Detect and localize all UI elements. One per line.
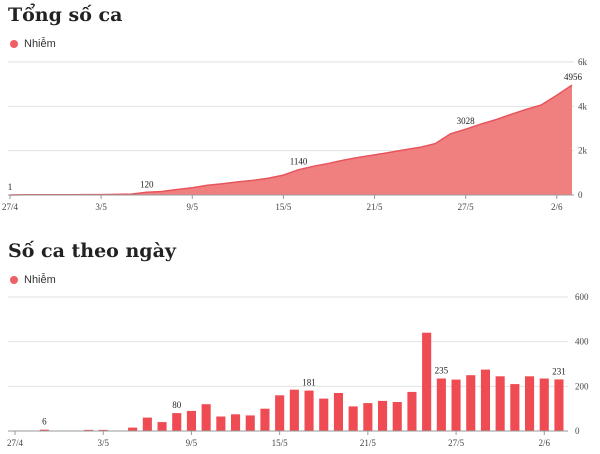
x-tick-label: 27/5 — [448, 438, 465, 448]
bar — [128, 427, 138, 431]
bar — [466, 375, 476, 431]
bar — [84, 429, 94, 431]
y-tick-label: 0 — [578, 190, 583, 200]
x-tick-label: 2/6 — [539, 438, 551, 448]
y-tick-label: 200 — [575, 381, 589, 391]
data-label: 1 — [8, 182, 13, 192]
bar — [157, 422, 167, 431]
data-label: 231 — [552, 366, 566, 376]
data-label: 1140 — [290, 157, 308, 167]
bar — [319, 398, 329, 431]
bar — [436, 378, 446, 431]
x-tick-label: 15/5 — [272, 438, 289, 448]
bar — [363, 403, 373, 431]
bar — [216, 416, 226, 431]
bar — [348, 406, 358, 431]
x-tick-label: 2/6 — [551, 202, 563, 212]
legend-dot — [10, 276, 18, 284]
x-tick-label: 3/5 — [95, 202, 107, 212]
y-tick-label: 400 — [575, 337, 589, 347]
legend-label: Nhiễm — [24, 274, 56, 286]
bar — [539, 378, 549, 431]
bar — [275, 395, 285, 431]
bar — [422, 332, 432, 431]
x-tick-label: 27/5 — [458, 202, 475, 212]
x-tick-label: 15/5 — [275, 202, 292, 212]
bar — [510, 384, 520, 431]
bar — [39, 429, 49, 431]
bar — [392, 402, 402, 431]
bar — [525, 376, 535, 431]
y-tick-label: 6k — [578, 57, 588, 67]
y-tick-label: 2k — [578, 146, 588, 156]
bar — [554, 379, 564, 431]
bar — [201, 404, 211, 431]
legend-dot — [10, 40, 18, 48]
data-label: 6 — [42, 417, 47, 427]
x-tick-label: 21/5 — [360, 438, 377, 448]
bar — [231, 414, 241, 432]
x-tick-label: 21/5 — [367, 202, 384, 212]
bar — [186, 410, 196, 431]
bar — [304, 390, 314, 431]
area-series-nhiem — [10, 85, 572, 195]
y-tick-label: 600 — [575, 292, 589, 302]
bar — [98, 429, 108, 431]
bar — [260, 408, 270, 431]
x-tick-label: 3/5 — [97, 438, 109, 448]
bar — [407, 391, 417, 431]
x-tick-label: 9/5 — [186, 438, 198, 448]
y-tick-label: 4k — [578, 101, 588, 111]
bar — [172, 413, 182, 431]
x-tick-label: 27/4 — [7, 438, 24, 448]
data-label: 181 — [302, 378, 316, 388]
data-label: 3028 — [457, 116, 476, 126]
data-label: 235 — [435, 366, 449, 376]
bar — [451, 379, 461, 431]
bar — [289, 389, 299, 431]
data-label: 80 — [172, 400, 182, 410]
x-tick-label: 9/5 — [187, 202, 199, 212]
data-label: 120 — [140, 179, 154, 189]
data-label: 4956 — [564, 72, 583, 82]
y-tick-label: 0 — [575, 426, 580, 436]
legend-daily: Nhiễm — [10, 274, 56, 286]
bar — [480, 369, 490, 431]
bar — [245, 415, 255, 431]
chart-title-total: Tổng số ca — [8, 4, 123, 26]
bar — [495, 376, 505, 431]
bar — [142, 417, 152, 431]
bar — [333, 393, 343, 431]
legend-label: Nhiễm — [24, 38, 56, 50]
chart-title-daily: Số ca theo ngày — [8, 240, 176, 262]
legend-total: Nhiễm — [10, 38, 56, 50]
x-tick-label: 27/4 — [2, 202, 19, 212]
bar — [378, 400, 388, 431]
